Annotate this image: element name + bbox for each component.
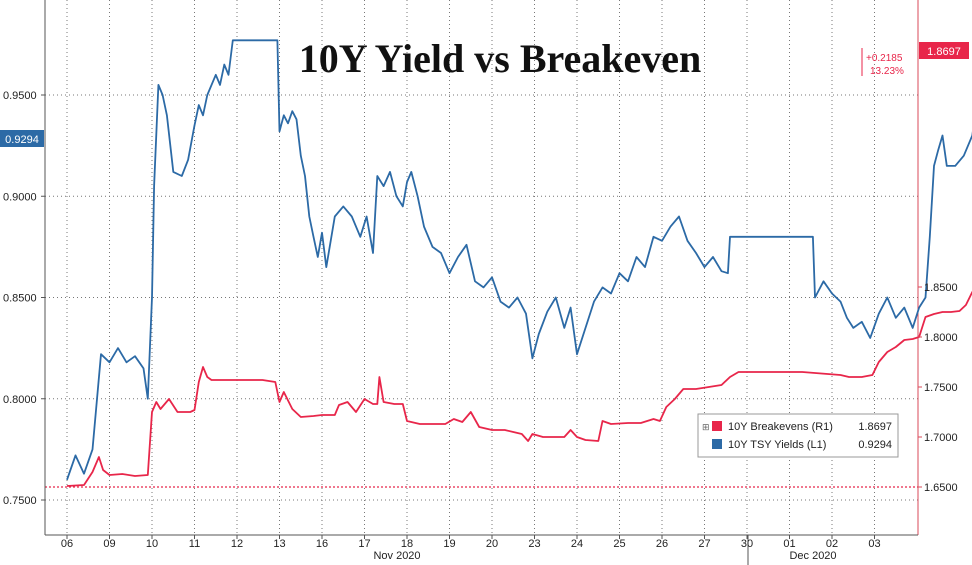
left-badge-text: 0.9294 — [5, 134, 39, 146]
x-tick-label: 19 — [443, 538, 455, 550]
x-tick-label: 30 — [741, 538, 753, 550]
right-tick-label: 1.8000 — [924, 332, 958, 344]
x-tick-label: 24 — [571, 538, 583, 550]
legend-box — [697, 413, 899, 458]
right-tick-label: 1.7500 — [924, 382, 958, 394]
ticks-layer: 0.7500 0.8000 0.8500 0.9000 0.9500 1.6500 1.70… — [3, 90, 958, 550]
change-annotation: +0.2185 13.23% — [861, 48, 904, 77]
x-tick-label: 12 — [231, 538, 243, 550]
x-tick-label: 26 — [656, 538, 668, 550]
left-badge-box — [0, 130, 44, 147]
left-tick-label: 0.9500 — [3, 90, 37, 102]
x-tick-label: 02 — [826, 538, 838, 550]
legend-swatch-breakevens — [712, 421, 722, 431]
grid-layer — [45, 0, 918, 535]
legend-value-breakevens: 1.8697 — [858, 421, 892, 433]
x-tick-label: 09 — [103, 538, 115, 550]
series-line-yields — [66, 39, 972, 481]
month-label-nov: Nov 2020 — [373, 550, 420, 562]
x-tick-label: 16 — [316, 538, 328, 550]
x-tick-label: 10 — [146, 538, 158, 550]
annotation-change: +0.2185 — [866, 53, 903, 64]
right-badge-box — [919, 42, 969, 59]
right-tick-label: 1.7000 — [924, 432, 958, 444]
x-tick-label: 01 — [783, 538, 795, 550]
x-tick-label: 06 — [61, 538, 73, 550]
x-tick-label: 20 — [486, 538, 498, 550]
x-tick-label: 11 — [189, 538, 200, 550]
legend-value-yields: 0.9294 — [858, 439, 892, 451]
left-tick-label: 0.8000 — [3, 394, 37, 406]
x-tick-label: 13 — [273, 538, 285, 550]
left-tick-label: 0.7500 — [3, 495, 37, 507]
legend-swatch-yields — [712, 439, 722, 449]
legend-label-yields: 10Y TSY Yields (L1) — [728, 439, 826, 451]
x-tick-label: 27 — [698, 538, 710, 550]
x-tick-label: 18 — [401, 538, 413, 550]
left-tick-label: 0.8500 — [3, 293, 37, 305]
series-line-breakevens — [66, 291, 972, 487]
left-value-badge: 0.9294 — [0, 130, 44, 147]
legend-collapse-icon: ⊞ — [702, 423, 710, 433]
x-tick-label: 23 — [528, 538, 540, 550]
left-tick-label: 0.9000 — [3, 191, 37, 203]
legend: ⊞ 10Y Breakevens (R1) 1.8697 10Y TSY Yie… — [697, 413, 899, 458]
right-value-badge: 1.8697 — [919, 42, 969, 59]
legend-label-breakevens: 10Y Breakevens (R1) — [728, 421, 833, 433]
right-badge-text: 1.8697 — [927, 46, 961, 58]
x-tick-label: 03 — [868, 538, 880, 550]
right-tick-label: 1.6500 — [924, 482, 958, 494]
lines-layer — [66, 39, 972, 487]
chart-title: 10Y Yield vs Breakeven — [299, 36, 702, 81]
right-tick-label: 1.8500 — [924, 282, 958, 294]
axes-layer — [44, 0, 919, 565]
x-tick-label: 25 — [613, 538, 625, 550]
x-tick-label: 17 — [358, 538, 370, 550]
month-label-dec: Dec 2020 — [789, 550, 836, 562]
annotation-pct: 13.23% — [870, 66, 904, 77]
